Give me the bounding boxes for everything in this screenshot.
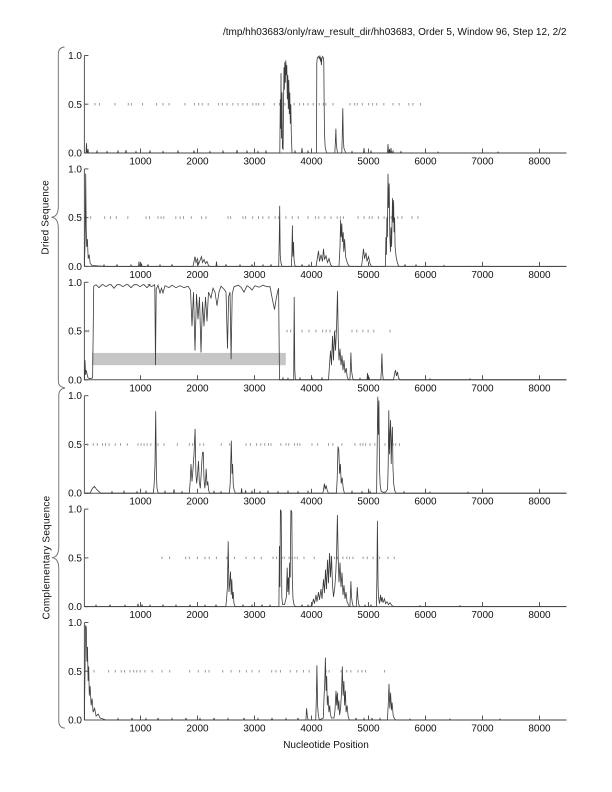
- svg-text:0.5: 0.5: [68, 440, 82, 451]
- svg-text:1.0: 1.0: [68, 505, 82, 516]
- svg-text:7000: 7000: [471, 383, 494, 394]
- svg-text:0.5: 0.5: [68, 667, 82, 678]
- svg-text:3000: 3000: [243, 497, 266, 508]
- svg-text:8000: 8000: [528, 610, 551, 621]
- svg-text:0.0: 0.0: [68, 716, 82, 727]
- svg-text:6000: 6000: [414, 724, 437, 735]
- svg-text:0.5: 0.5: [68, 100, 82, 111]
- svg-text:5000: 5000: [357, 610, 380, 621]
- svg-text:0.0: 0.0: [68, 149, 82, 160]
- svg-text:6000: 6000: [414, 610, 437, 621]
- svg-text:1.0: 1.0: [68, 391, 82, 402]
- svg-text:0.0: 0.0: [68, 262, 82, 273]
- svg-text:7000: 7000: [471, 497, 494, 508]
- svg-text:4000: 4000: [300, 724, 323, 735]
- svg-text:2000: 2000: [186, 157, 209, 168]
- svg-text:2000: 2000: [186, 610, 209, 621]
- svg-text:5000: 5000: [357, 383, 380, 394]
- svg-text:2000: 2000: [186, 270, 209, 281]
- svg-text:1000: 1000: [129, 157, 152, 168]
- svg-text:1000: 1000: [129, 610, 152, 621]
- svg-text:1000: 1000: [129, 724, 152, 735]
- svg-text:3000: 3000: [243, 270, 266, 281]
- svg-text:0.0: 0.0: [68, 375, 82, 386]
- svg-text:3000: 3000: [243, 383, 266, 394]
- svg-text:0.0: 0.0: [68, 489, 82, 500]
- svg-text:3000: 3000: [243, 724, 266, 735]
- svg-text:1.0: 1.0: [68, 164, 82, 175]
- svg-text:0.5: 0.5: [68, 327, 82, 338]
- svg-text:7000: 7000: [471, 270, 494, 281]
- svg-text:8000: 8000: [528, 270, 551, 281]
- svg-text:4000: 4000: [300, 157, 323, 168]
- svg-text:5000: 5000: [357, 497, 380, 508]
- svg-text:7000: 7000: [471, 610, 494, 621]
- svg-text:1.0: 1.0: [68, 278, 82, 289]
- svg-text:/tmp/hh03683/only/raw_result_d: /tmp/hh03683/only/raw_result_dir/hh03683…: [223, 27, 567, 38]
- svg-text:8000: 8000: [528, 383, 551, 394]
- svg-text:0.0: 0.0: [68, 602, 82, 613]
- svg-text:8000: 8000: [528, 724, 551, 735]
- svg-text:2000: 2000: [186, 383, 209, 394]
- svg-text:5000: 5000: [357, 724, 380, 735]
- svg-text:6000: 6000: [414, 270, 437, 281]
- svg-text:1000: 1000: [129, 383, 152, 394]
- svg-text:Dried Sequence: Dried Sequence: [41, 180, 52, 255]
- svg-text:1000: 1000: [129, 497, 152, 508]
- svg-text:5000: 5000: [357, 157, 380, 168]
- svg-text:5000: 5000: [357, 270, 380, 281]
- svg-text:1.0: 1.0: [68, 618, 82, 629]
- svg-text:0.5: 0.5: [68, 213, 82, 224]
- svg-text:1000: 1000: [129, 270, 152, 281]
- svg-text:Complementary Sequence: Complementary Sequence: [42, 495, 53, 619]
- svg-text:Nucleotide Position: Nucleotide Position: [283, 740, 369, 751]
- svg-text:3000: 3000: [243, 157, 266, 168]
- svg-text:1.0: 1.0: [68, 51, 82, 62]
- svg-text:0.5: 0.5: [68, 553, 82, 564]
- svg-text:6000: 6000: [414, 497, 437, 508]
- svg-text:4000: 4000: [300, 610, 323, 621]
- svg-text:4000: 4000: [300, 497, 323, 508]
- svg-text:3000: 3000: [243, 610, 266, 621]
- svg-text:6000: 6000: [414, 157, 437, 168]
- svg-text:8000: 8000: [528, 157, 551, 168]
- svg-text:8000: 8000: [528, 497, 551, 508]
- svg-text:6000: 6000: [414, 383, 437, 394]
- svg-text:4000: 4000: [300, 383, 323, 394]
- svg-text:2000: 2000: [186, 724, 209, 735]
- svg-text:2000: 2000: [186, 497, 209, 508]
- svg-text:7000: 7000: [471, 157, 494, 168]
- svg-text:4000: 4000: [300, 270, 323, 281]
- svg-text:7000: 7000: [471, 724, 494, 735]
